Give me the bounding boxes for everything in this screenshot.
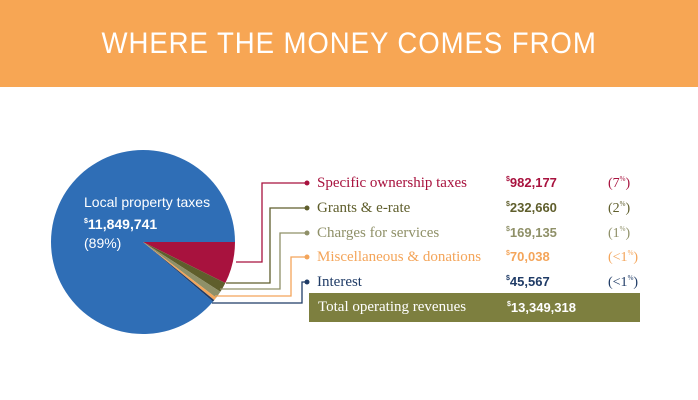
legend-percent: (7%)	[608, 175, 631, 191]
legend-percent: (<1%)	[608, 249, 639, 265]
total-label: Total operating revenues	[318, 299, 467, 315]
pie-label-local: Local property taxes $11,849,741 (89%)	[84, 193, 210, 253]
slice-miscellaneous-donations	[143, 242, 217, 301]
legend-name: Interest	[317, 274, 362, 290]
legend-name: Charges for services	[317, 225, 440, 241]
page-title: WHERE THE MONEY COMES FROM	[101, 26, 597, 60]
slice-interest	[143, 242, 215, 302]
pie-label-name: Local property taxes	[84, 194, 211, 210]
leader-misc-dot	[304, 254, 310, 260]
leader-charges	[220, 232, 306, 290]
slice-local-property-taxes	[51, 149, 235, 334]
legend-name: Miscellaneous & donations	[317, 249, 482, 265]
legend-name: Specific ownership taxes	[317, 175, 467, 191]
slice-specific-ownership-taxes	[143, 242, 235, 284]
total-row: Total operating revenues $13,349,318	[309, 293, 640, 322]
leader-interest	[212, 281, 306, 304]
legend-amount: $45,567	[506, 274, 550, 289]
leader-interest-dot	[304, 279, 310, 285]
leader-specific	[236, 182, 306, 263]
total-amount: $13,349,318	[507, 300, 576, 315]
legend-amount: $982,177	[506, 175, 557, 190]
legend-percent: (1%)	[608, 225, 631, 241]
legend-percent: (2%)	[608, 200, 631, 216]
legend-amount: $70,038	[506, 249, 550, 264]
slice-charges-for-services	[143, 242, 221, 298]
legend-row-misc: Miscellaneous & donations $70,038 (<1%)	[317, 246, 647, 270]
revenue-pie-chart	[51, 149, 310, 334]
legend-percent: (<1%)	[608, 274, 639, 290]
leader-specific-dot	[304, 180, 310, 186]
leader-grants-dot	[304, 205, 310, 211]
legend-amount: $232,660	[506, 200, 557, 215]
title-banner: WHERE THE MONEY COMES FROM	[0, 0, 698, 87]
pie-label-amount: $11,849,741	[84, 216, 158, 232]
leader-misc	[215, 256, 306, 297]
legend-name: Grants & e-rate	[317, 200, 411, 216]
legend-row-grants: Grants & e-rate $232,660 (2%)	[317, 197, 647, 221]
legend-row-charges: Charges for services $169,135 (1%)	[317, 222, 647, 246]
legend-row-interest: Interest $45,567 (<1%)	[317, 271, 647, 295]
legend-row-specific: Specific ownership taxes $982,177 (7%)	[317, 172, 647, 196]
pie-label-percent: (89%)	[84, 235, 122, 251]
slice-grants-e-rate	[143, 242, 226, 292]
legend-amount: $169,135	[506, 225, 557, 240]
leader-charges-dot	[304, 230, 310, 236]
leader-grants	[226, 207, 306, 284]
